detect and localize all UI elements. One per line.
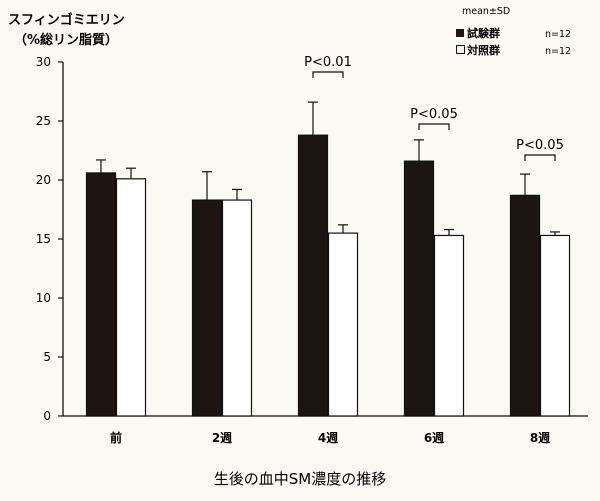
bar-test-4: [509, 194, 541, 417]
significance-bracket-0: [312, 71, 344, 78]
legend-n-test: n=12: [545, 29, 571, 40]
bar-control-1: [221, 199, 253, 417]
y-tick-label-20: 20: [36, 173, 51, 187]
significance-markers: P<0.01 P<0.05 P<0.05: [304, 55, 564, 161]
bar-control-0: [115, 178, 147, 417]
significance-label-0: P<0.01: [304, 55, 352, 70]
legend-label-test: 試験群: [467, 26, 500, 40]
y-axis-label: スフィンゴミエリン （%総リン脂質）: [8, 12, 125, 48]
bar-control-4: [539, 234, 571, 417]
x-tick-label-1: 2週: [212, 430, 232, 445]
y-axis-label-line1: スフィンゴミエリン: [8, 12, 125, 28]
legend-swatch-control: [456, 45, 465, 54]
y-tick-label-0: 0: [43, 409, 51, 423]
y-ticks: 0 5 10 15 20 25 30: [36, 55, 63, 423]
y-tick-label-10: 10: [36, 291, 51, 305]
bars: [85, 101, 571, 417]
legend-n-control: n=12: [545, 46, 571, 57]
y-axis-label-line2: （%総リン脂質）: [14, 32, 118, 48]
bar-test-3: [403, 160, 435, 417]
bar-test-1: [191, 199, 223, 417]
bar-test-0: [85, 172, 117, 417]
y-tick-label-15: 15: [36, 232, 51, 246]
x-tick-label-0: 前: [110, 430, 122, 445]
x-tick-label-3: 6週: [424, 430, 444, 445]
x-tick-label-2: 4週: [318, 430, 338, 445]
significance-label-2: P<0.05: [516, 138, 564, 153]
significance-bracket-1: [418, 123, 450, 130]
legend-swatch-test: [456, 29, 464, 37]
significance-label-1: P<0.05: [410, 107, 458, 122]
y-tick-label-25: 25: [36, 114, 51, 128]
bar-control-2: [327, 232, 359, 417]
x-tick-label-4: 8週: [530, 430, 550, 445]
chart-caption: 生後の血中SM濃度の推移: [214, 470, 386, 488]
y-tick-label-5: 5: [43, 350, 51, 364]
legend-stat-label: mean±SD: [462, 6, 510, 17]
legend-label-control: 対照群: [466, 43, 500, 57]
bar-control-3: [433, 234, 465, 417]
x-categories: 前 2週 4週 6週 8週: [110, 430, 550, 445]
legend: mean±SD 試験群 n=12 対照群 n=12: [456, 6, 571, 57]
significance-bracket-2: [524, 154, 556, 161]
y-tick-label-30: 30: [36, 55, 51, 69]
bar-test-2: [297, 134, 329, 417]
